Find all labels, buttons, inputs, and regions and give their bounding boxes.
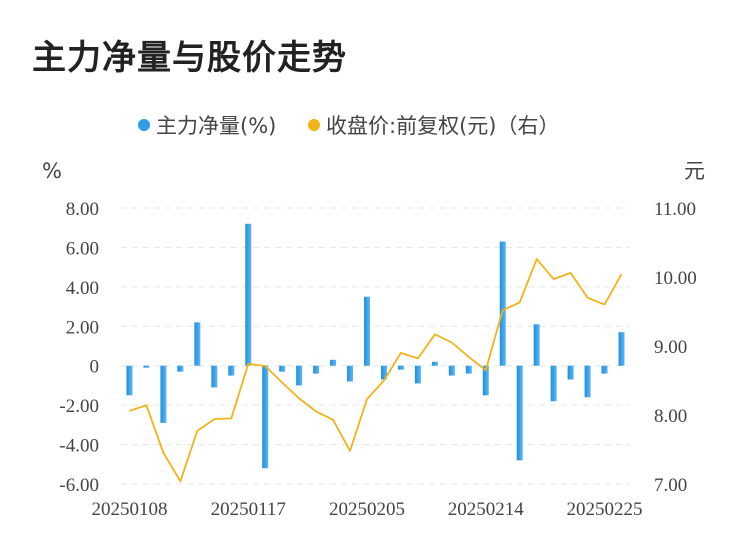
bar: [160, 365, 167, 423]
bar: [482, 365, 489, 396]
x-tick-label: 20250108: [91, 499, 167, 520]
bar: [126, 365, 133, 396]
grid-lines: [121, 207, 630, 485]
bar: [567, 365, 574, 380]
right-axis-ticks: 11.00 10.00 9.00 8.00 7.00: [654, 199, 697, 496]
legend: 主力净量(%) 收盘价:前复权(元)（右）: [138, 114, 559, 138]
left-axis-ticks: 8.00 6.00 4.00 2.00 0 -2.00 -4.00 -6.00: [59, 199, 99, 496]
left-tick-label: -4.00: [59, 436, 99, 457]
legend-marker: [308, 119, 320, 131]
right-axis-unit: 元: [684, 159, 705, 183]
price-line: [129, 258, 623, 483]
left-tick-label: 8.00: [66, 199, 99, 220]
bar: [194, 322, 201, 366]
bar: [516, 365, 523, 461]
right-tick-label: 8.00: [654, 406, 687, 427]
legend-label: 主力净量(%): [156, 114, 276, 138]
bar: [584, 365, 591, 398]
x-tick-label: 20250214: [448, 499, 525, 520]
bar: [296, 365, 303, 386]
legend-label: 收盘价:前复权(元)（右）: [326, 114, 559, 138]
bar: [601, 365, 608, 374]
x-tick-label: 20250117: [211, 499, 286, 520]
x-tick-label: 20250205: [329, 499, 405, 520]
bar: [262, 365, 269, 469]
bar: [228, 365, 235, 376]
bar: [211, 365, 218, 388]
chart-title: 主力净量与股价走势: [32, 38, 347, 78]
left-axis-unit: %: [42, 159, 62, 183]
bar: [431, 361, 438, 366]
left-tick-label: -2.00: [59, 396, 99, 417]
right-tick-label: 10.00: [654, 268, 697, 289]
bar: [618, 332, 625, 366]
left-tick-label: 6.00: [66, 238, 99, 259]
left-tick-label: -6.00: [59, 475, 99, 496]
x-axis-ticks: 20250108 20250117 20250205 20250214 20250225: [91, 499, 642, 520]
bar: [143, 365, 150, 368]
bar: [414, 365, 421, 384]
bar: [313, 365, 320, 374]
bar: [330, 359, 337, 366]
bar: [397, 365, 404, 370]
bar: [364, 296, 371, 366]
bar: [465, 365, 472, 374]
legend-marker: [138, 119, 150, 131]
bar: [245, 223, 252, 366]
left-tick-label: 2.00: [66, 317, 99, 338]
bar: [448, 365, 455, 376]
left-tick-label: 0: [90, 357, 100, 378]
bar: [279, 365, 286, 372]
right-tick-label: 11.00: [654, 199, 696, 220]
bar: [550, 365, 557, 402]
x-tick-label: 20250225: [567, 499, 643, 520]
left-tick-label: 4.00: [66, 278, 99, 299]
bar: [177, 365, 184, 372]
bar: [533, 324, 540, 366]
bar: [380, 365, 387, 380]
right-tick-label: 7.00: [654, 475, 687, 496]
bar: [347, 365, 354, 382]
line-series: [129, 258, 623, 483]
right-tick-label: 9.00: [654, 337, 687, 358]
bar: [499, 241, 506, 366]
bar-series: [126, 223, 625, 469]
